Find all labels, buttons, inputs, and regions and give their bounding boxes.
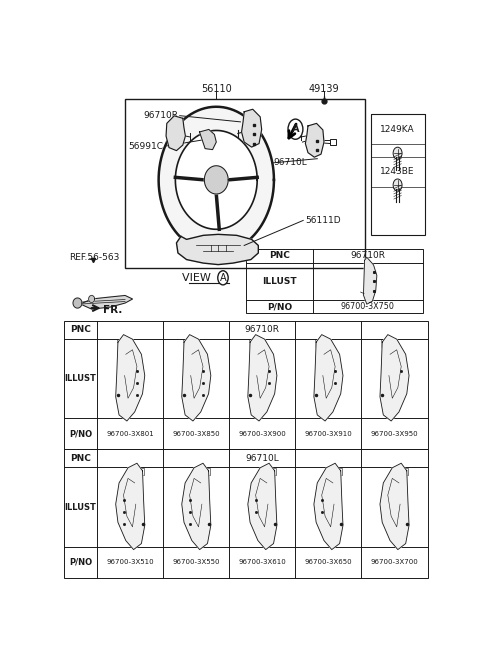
- Circle shape: [393, 179, 402, 191]
- Text: 96700-3X850: 96700-3X850: [172, 431, 220, 437]
- Bar: [64, 449, 428, 578]
- Text: 96700-3X910: 96700-3X910: [305, 431, 352, 437]
- Circle shape: [288, 119, 303, 140]
- Polygon shape: [248, 335, 277, 421]
- Text: P/NO: P/NO: [69, 558, 92, 567]
- Text: P/NO: P/NO: [69, 430, 92, 438]
- Polygon shape: [116, 335, 145, 421]
- Bar: [64, 321, 428, 449]
- Text: ILLUST: ILLUST: [64, 374, 96, 383]
- Text: P/NO: P/NO: [267, 302, 292, 311]
- Text: 96710R: 96710R: [350, 251, 385, 260]
- Polygon shape: [89, 295, 95, 303]
- Polygon shape: [314, 463, 343, 550]
- Polygon shape: [314, 335, 343, 421]
- Polygon shape: [182, 463, 211, 550]
- Polygon shape: [380, 463, 409, 550]
- Text: 96700-3X900: 96700-3X900: [239, 431, 286, 437]
- Text: 96700-3X650: 96700-3X650: [305, 559, 352, 565]
- Polygon shape: [116, 463, 145, 550]
- Bar: [139, 468, 144, 476]
- Text: 49139: 49139: [309, 84, 339, 94]
- Polygon shape: [177, 234, 258, 265]
- Text: ILLUST: ILLUST: [262, 277, 297, 286]
- Text: 96700-3X610: 96700-3X610: [239, 559, 286, 565]
- Text: PNC: PNC: [269, 251, 290, 260]
- Bar: [381, 339, 385, 346]
- Text: 96700-3X801: 96700-3X801: [107, 431, 154, 437]
- Text: 96700-3X550: 96700-3X550: [172, 559, 220, 565]
- Circle shape: [218, 271, 228, 285]
- Bar: [371, 114, 424, 144]
- Bar: [125, 99, 365, 268]
- Polygon shape: [73, 298, 82, 308]
- Polygon shape: [380, 335, 409, 421]
- Text: PNC: PNC: [70, 325, 91, 334]
- Bar: [315, 339, 320, 346]
- Text: 56110: 56110: [201, 84, 232, 94]
- Bar: [404, 468, 408, 476]
- Text: 96700-3X700: 96700-3X700: [371, 559, 419, 565]
- Polygon shape: [204, 166, 228, 194]
- Polygon shape: [166, 116, 185, 151]
- Circle shape: [393, 147, 402, 159]
- Text: 96700-3X950: 96700-3X950: [371, 431, 418, 437]
- Text: 96710L: 96710L: [245, 454, 279, 463]
- Text: 1249KA: 1249KA: [380, 124, 415, 134]
- Text: REF.56-563: REF.56-563: [69, 253, 120, 262]
- Text: 96710R: 96710R: [245, 325, 280, 334]
- Polygon shape: [81, 295, 132, 309]
- Polygon shape: [200, 130, 216, 149]
- Polygon shape: [158, 107, 274, 253]
- Text: VIEW: VIEW: [182, 273, 215, 283]
- Bar: [117, 339, 121, 346]
- Text: 96710L: 96710L: [274, 159, 308, 168]
- Text: A: A: [220, 273, 226, 283]
- Polygon shape: [241, 109, 262, 147]
- Polygon shape: [175, 130, 257, 229]
- Bar: [371, 114, 424, 235]
- Polygon shape: [305, 123, 324, 157]
- Text: 1243BE: 1243BE: [380, 168, 415, 176]
- Bar: [337, 468, 342, 476]
- Text: ILLUST: ILLUST: [64, 502, 96, 512]
- Polygon shape: [248, 463, 277, 550]
- Text: 96700-3X750: 96700-3X750: [341, 302, 395, 311]
- Text: 96710R: 96710R: [143, 111, 178, 120]
- Text: PNC: PNC: [70, 454, 91, 463]
- Text: FR.: FR.: [103, 305, 122, 314]
- Bar: [330, 138, 336, 145]
- Bar: [371, 157, 424, 187]
- Text: 56991C: 56991C: [129, 141, 164, 151]
- Text: 56111D: 56111D: [305, 216, 341, 225]
- Text: A: A: [292, 124, 299, 134]
- Bar: [271, 468, 276, 476]
- Polygon shape: [182, 335, 211, 421]
- Bar: [205, 468, 210, 476]
- Polygon shape: [363, 257, 377, 304]
- Text: 96700-3X510: 96700-3X510: [107, 559, 154, 565]
- Bar: [246, 248, 423, 313]
- Bar: [249, 339, 253, 346]
- Bar: [183, 339, 187, 346]
